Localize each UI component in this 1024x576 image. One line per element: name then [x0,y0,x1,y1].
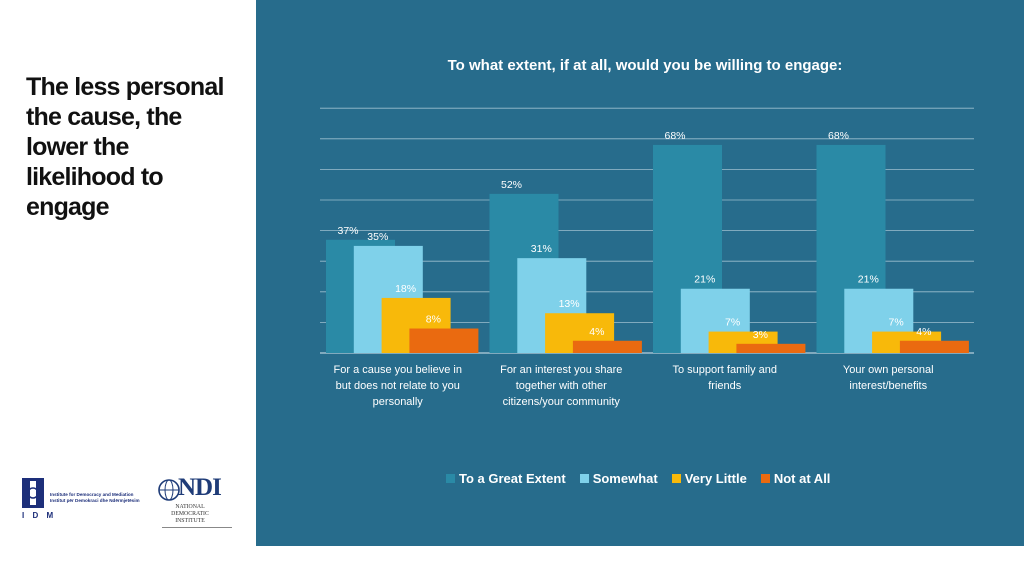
data-label: 52% [501,179,522,191]
chart-legend: To a Great Extent Somewhat Very Little Not … [446,471,830,486]
bar-not-at-all-3 [899,340,969,353]
ndi-wordmark: NDI [178,474,222,501]
category-label: Your own personal [843,364,934,376]
chart-title: To what extent, if at all, would you be … [447,57,843,74]
data-label: 68% [828,130,849,142]
bar-not-at-all-1 [572,340,642,353]
chart-panel: To what extent, if at all, would you be … [256,0,1024,546]
legend-label: Somewhat [592,471,658,486]
legend-swatch [579,474,589,483]
data-label: 31% [531,243,552,255]
data-label: 8% [426,314,441,326]
idm-full-name: Institute for Democracy and Mediation In… [50,492,140,503]
bottom-strip [256,546,1024,576]
bar-not-at-all-0 [409,328,479,353]
left-panel: The less personal the cause, the lower t… [0,0,256,576]
data-label: 4% [916,326,931,338]
category-label: personally [373,396,424,408]
legend-item: Not at All [760,471,831,486]
category-label: friends [708,380,742,392]
legend-swatch [446,474,455,483]
bar-not-at-all-2 [736,343,806,353]
data-label: 7% [889,317,904,329]
legend-swatch [760,474,770,483]
ndi-globe-icon [158,479,180,501]
legend-swatch [671,474,681,483]
ndi-subtitle: NATIONAL DEMOCRATIC INSTITUTE [171,504,209,524]
data-label: 68% [664,130,685,142]
legend-item: Somewhat [579,471,658,486]
category-label: interest/benefits [849,380,927,392]
category-label: For an interest you share [500,364,622,376]
legend-item: To a Great Extent [446,471,566,486]
data-label: 18% [395,283,416,295]
idm-short-name: I D M [22,511,57,520]
headline: The less personal the cause, the lower t… [26,73,224,221]
data-label: 21% [694,274,715,286]
data-label: 3% [753,329,768,341]
legend-label: Not at All [773,471,831,486]
ndi-divider [162,527,232,528]
category-label: citizens/your community [503,396,621,408]
bar-chart: 37% 35% 18% 8% For a cause you believe in but… [320,107,974,408]
category-label: together with other [516,380,607,392]
legend-label: Very Little [684,471,747,486]
data-label: 7% [725,317,740,329]
data-label: 35% [367,231,388,243]
data-label: 4% [589,326,604,338]
data-label: 21% [858,274,879,286]
category-label: but does not relate to you [336,380,460,392]
category-label: To support family and [672,364,777,376]
legend-label: To a Great Extent [459,471,566,486]
data-label: 13% [559,298,580,310]
category-label: For a cause you believe in [334,364,462,376]
legend-item: Very Little [671,471,747,486]
data-label: 37% [337,225,358,237]
idm-logo-icon [22,478,44,508]
